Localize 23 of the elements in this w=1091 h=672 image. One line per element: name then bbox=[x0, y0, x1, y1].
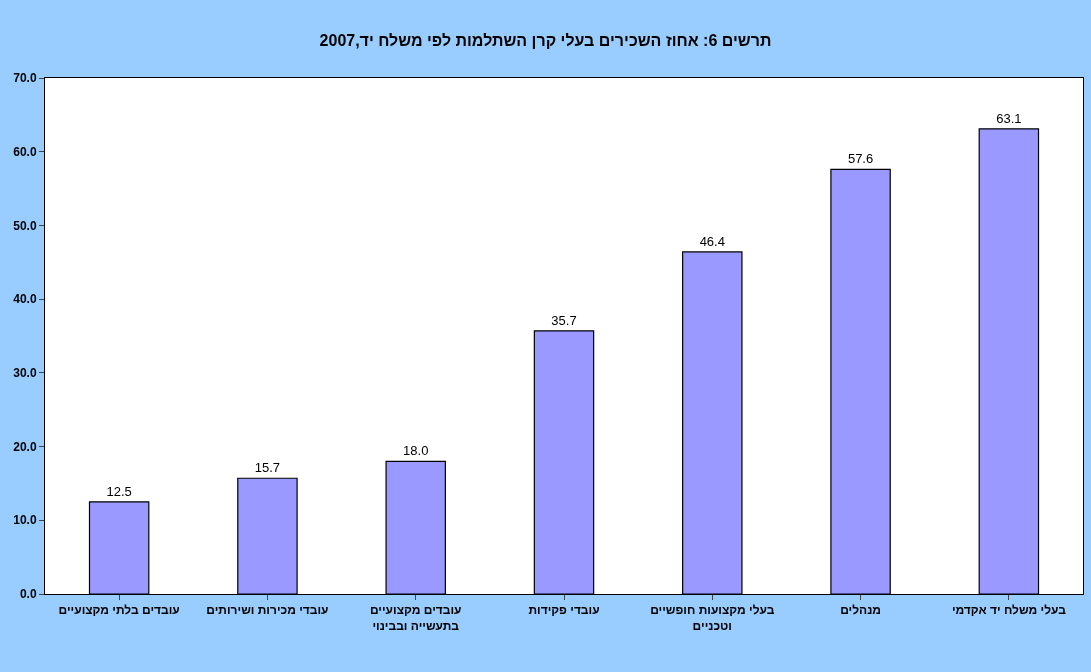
x-tick-label: עובדי מכירות ושירותים bbox=[206, 603, 329, 618]
data-label: 18.0 bbox=[403, 443, 429, 459]
y-tick-label: 40.0 bbox=[13, 292, 37, 307]
chart-title: תרשים 6: אחוז השכירים בעלי קרן השתלמות לפי משלח יד,2007 bbox=[319, 31, 772, 49]
y-tick-label: 30.0 bbox=[13, 366, 37, 381]
y-tick-label: 0.0 bbox=[19, 587, 37, 602]
y-tick-label: 70.0 bbox=[13, 71, 37, 86]
y-tick-label: 50.0 bbox=[13, 218, 37, 233]
data-label: 12.5 bbox=[106, 483, 132, 499]
data-label: 35.7 bbox=[551, 312, 577, 328]
y-tick-label: 10.0 bbox=[13, 513, 37, 528]
x-tick-label: עובדים בלתי מקצועיים bbox=[58, 603, 180, 618]
x-tick-label: עובדי פקידות bbox=[528, 603, 600, 618]
data-label: 57.6 bbox=[847, 151, 874, 167]
x-tick-label: עובדים מקצועיים בתעשייה ובבינוי bbox=[369, 603, 462, 633]
data-label: 15.7 bbox=[254, 460, 281, 476]
y-tick-label: 20.0 bbox=[13, 439, 37, 454]
data-label: 46.4 bbox=[699, 233, 725, 249]
x-tick-label: בעלי משלח יד אקדמי bbox=[951, 603, 1067, 618]
y-tick-label: 60.0 bbox=[13, 144, 37, 159]
x-tick-label: בעלי מקצועות חופשיים וטכניים bbox=[650, 603, 775, 633]
x-tick-label: מנהלים bbox=[840, 603, 882, 618]
data-label: 63.1 bbox=[996, 110, 1022, 126]
